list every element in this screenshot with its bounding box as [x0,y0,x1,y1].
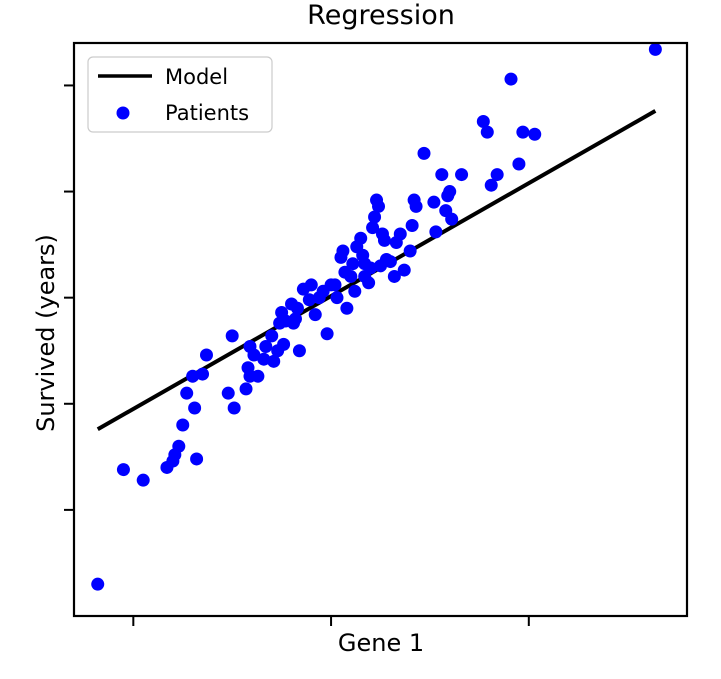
patient-point [172,439,186,453]
patient-point [368,210,382,224]
patient-point [221,386,235,400]
patient-point [397,263,411,277]
patient-point [91,577,105,591]
patient-point [288,312,302,326]
patient-point [199,348,213,362]
patient-point [176,418,190,432]
patient-point [435,168,449,182]
patient-point [372,199,386,213]
patient-point [346,257,360,271]
patient-point [443,185,457,199]
patient-point [196,367,210,381]
patient-point [344,269,358,283]
patient-point [429,225,443,239]
patient-point [364,261,378,275]
x-axis-label: Gene 1 [338,629,424,657]
patient-point [136,473,150,487]
patient-point [265,329,279,343]
y-axis-label: Survived (years) [32,234,60,432]
patient-point [455,168,469,182]
patient-point [227,401,241,415]
patient-point [405,219,419,233]
patient-point [190,452,204,466]
legend: Model Patients [87,56,273,133]
patient-point [186,369,200,383]
patient-point [292,344,306,358]
patient-point [290,301,304,315]
patient-point [328,278,342,292]
plot-frame [72,41,689,618]
patient-point [354,231,368,245]
legend-patients-label: Patients [165,101,249,125]
patient-point [516,125,530,139]
axis-ticks [64,84,530,626]
patient-point [512,157,526,171]
patient-point [366,221,380,235]
legend-patients-swatch [116,106,130,120]
patient-point [528,127,542,141]
patient-point [225,329,239,343]
patient-point [387,269,401,283]
patient-point [277,337,291,351]
patient-point [417,146,431,160]
patient-point [377,233,391,247]
patient-point [320,327,334,341]
patient-point [116,463,130,477]
patient-point [247,348,261,362]
patient-point [340,301,354,315]
patient-point [251,369,265,383]
patient-point [348,284,362,298]
patient-point [393,227,407,241]
patient-point [648,42,662,56]
patient-point [257,352,271,366]
patient-point [504,72,518,86]
patient-point [180,386,194,400]
patient-point [362,276,376,290]
patients-series [91,42,662,591]
patient-point [480,125,494,139]
patient-point [241,361,255,375]
chart-title: Regression [307,0,455,31]
patient-point [476,115,490,129]
patient-point [267,354,281,368]
patient-point [188,401,202,415]
patient-point [403,244,417,258]
patient-point [427,195,441,209]
patient-point [490,168,504,182]
patient-point [336,244,350,258]
patient-point [409,199,423,213]
patient-point [259,339,273,353]
patient-point [239,382,253,396]
patient-point [445,212,459,226]
patient-point [304,278,318,292]
patient-point [383,255,397,269]
patient-point [308,308,322,322]
patient-point [484,178,498,192]
patient-point [302,293,316,307]
legend-model-label: Model [165,65,228,89]
patient-point [330,291,344,305]
